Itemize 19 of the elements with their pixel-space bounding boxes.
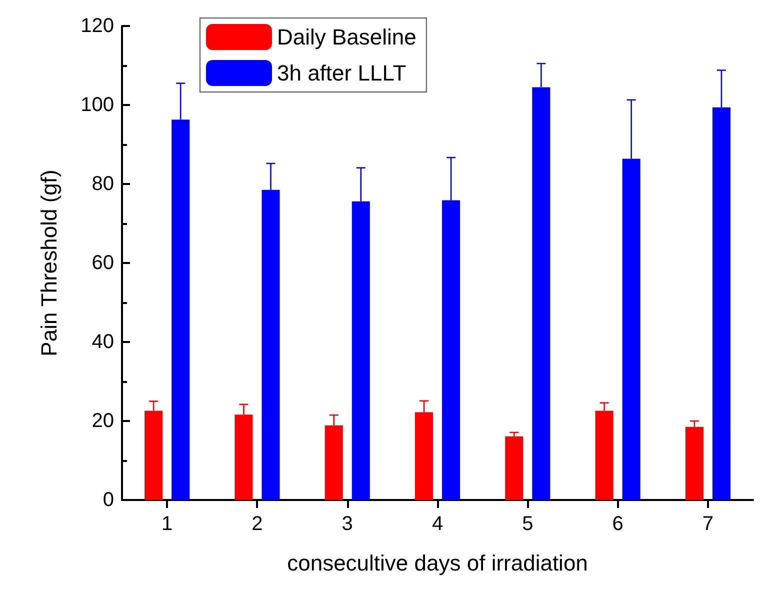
- x-tick-label: 4: [432, 513, 444, 535]
- y-tick-label: 100: [80, 94, 114, 116]
- y-tick-label: 60: [92, 252, 114, 274]
- y-axis-title: Pain Threshold (gf): [36, 170, 62, 356]
- x-tick-label: 3: [342, 513, 353, 535]
- legend-label: 3h after LLLT: [277, 60, 406, 86]
- x-axis-title: consecultive days of irradiation: [287, 550, 588, 576]
- y-tick-label: 20: [92, 410, 114, 432]
- x-tick-label: 2: [252, 513, 263, 535]
- x-tick-label: 7: [702, 513, 714, 535]
- y-tick-label: 40: [92, 331, 114, 353]
- y-tick-label: 0: [102, 489, 114, 511]
- x-tick-label: 5: [522, 513, 534, 535]
- y-tick-label: 80: [92, 173, 114, 195]
- bar: [505, 436, 524, 500]
- x-tick-label: 6: [612, 513, 624, 535]
- x-tick-label: 1: [162, 513, 173, 535]
- legend-label: Daily Baseline: [277, 24, 416, 50]
- y-tick-label: 120: [80, 15, 114, 37]
